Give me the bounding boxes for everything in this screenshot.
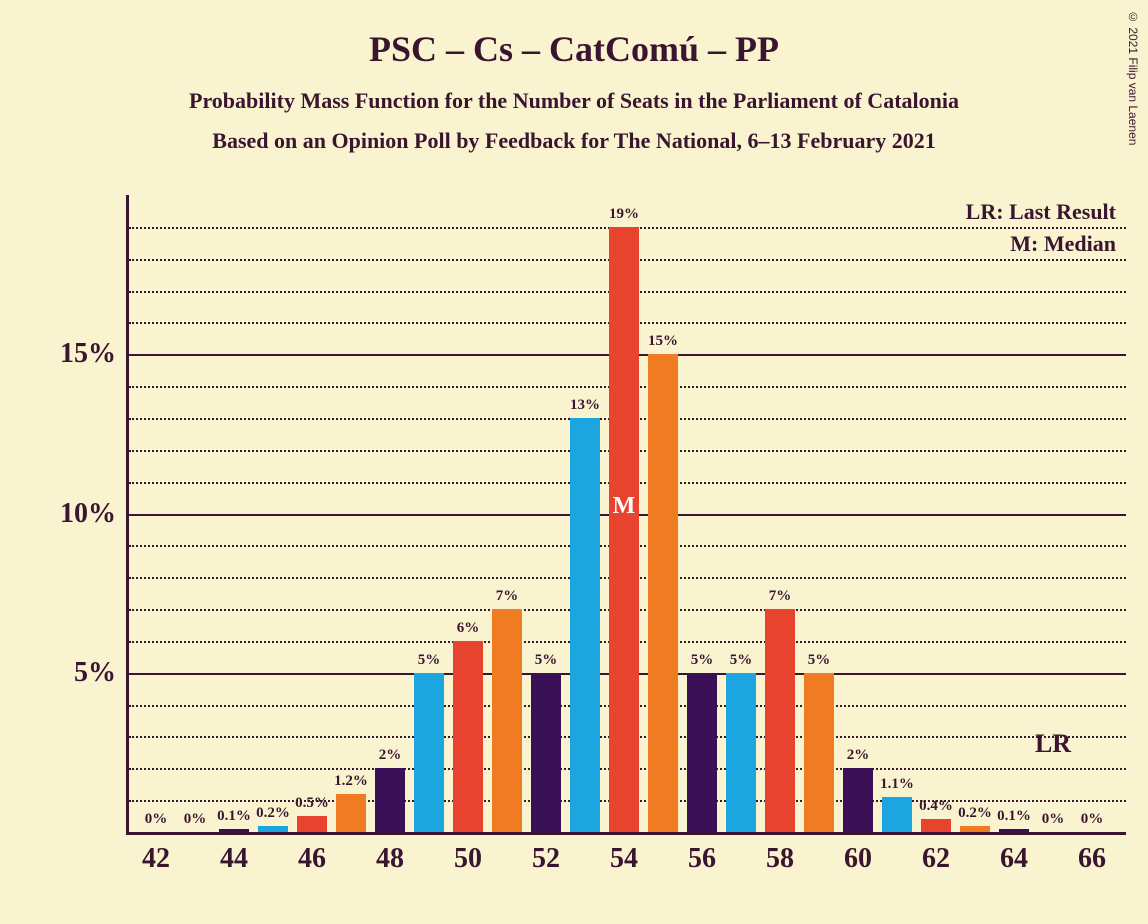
bar-value-label: 6% (457, 620, 480, 637)
bar-value-label: 0.5% (295, 795, 329, 812)
bar-value-label: 1.2% (334, 773, 368, 790)
bar-value-label: 0% (1081, 811, 1104, 828)
x-tick-label: 66 (1078, 843, 1106, 875)
legend-lr: LR: Last Result (966, 199, 1116, 225)
bar (414, 673, 444, 832)
x-tick-label: 60 (844, 843, 872, 875)
bar-value-label: 0.2% (958, 805, 992, 822)
bar-value-label: 19% (609, 206, 639, 223)
bar (804, 673, 834, 832)
bar-value-label: 2% (379, 747, 402, 764)
y-tick-label: 15% (26, 338, 116, 370)
bar-value-label: 0% (1042, 811, 1065, 828)
bar-value-label: 0.4% (919, 798, 953, 815)
bar (648, 354, 678, 832)
x-tick-label: 58 (766, 843, 794, 875)
bar (219, 829, 249, 832)
y-tick-label: 10% (26, 498, 116, 530)
x-tick-label: 56 (688, 843, 716, 875)
legend-m: M: Median (1010, 231, 1116, 257)
bar (297, 816, 327, 832)
bar-value-label: 15% (648, 333, 678, 350)
x-tick-label: 50 (454, 843, 482, 875)
x-axis-line (126, 832, 1126, 835)
bar-value-label: 5% (730, 652, 753, 669)
bar (375, 768, 405, 832)
x-tick-label: 64 (1000, 843, 1028, 875)
bar-value-label: 5% (418, 652, 441, 669)
bar-value-label: 5% (691, 652, 714, 669)
bar (570, 418, 600, 832)
bar-value-label: 5% (535, 652, 558, 669)
bar-value-label: 7% (769, 588, 792, 605)
bar-value-label: 2% (847, 747, 870, 764)
bar-value-label: 5% (808, 652, 831, 669)
bar (843, 768, 873, 832)
bar-value-label: 0.1% (217, 808, 251, 825)
chart-subtitle: Probability Mass Function for the Number… (0, 88, 1148, 114)
bar-value-label: 0% (184, 811, 207, 828)
bar (492, 609, 522, 832)
bar (921, 819, 951, 832)
x-tick-label: 44 (220, 843, 248, 875)
bar (609, 227, 639, 832)
x-tick-label: 52 (532, 843, 560, 875)
bar-value-label: 0.1% (997, 808, 1031, 825)
bar (258, 826, 288, 832)
chart-plot-area: 5%10%15%0%420%0.1%440.2%0.5%461.2%2%485%… (126, 195, 1126, 835)
plot-canvas: 5%10%15%0%420%0.1%440.2%0.5%461.2%2%485%… (126, 195, 1126, 835)
bar (999, 829, 1029, 832)
chart-subtitle-2: Based on an Opinion Poll by Feedback for… (0, 128, 1148, 154)
bar (531, 673, 561, 832)
x-tick-label: 48 (376, 843, 404, 875)
copyright-text: © 2021 Filip van Laenen (1126, 10, 1140, 145)
bar-value-label: 7% (496, 588, 519, 605)
bar (765, 609, 795, 832)
bar-value-label: 0.2% (256, 805, 290, 822)
median-marker: M (613, 493, 636, 520)
bar (882, 797, 912, 832)
x-tick-label: 62 (922, 843, 950, 875)
x-tick-label: 54 (610, 843, 638, 875)
bar-value-label: 0% (145, 811, 168, 828)
bar-value-label: 13% (570, 397, 600, 414)
x-tick-label: 46 (298, 843, 326, 875)
bar (336, 794, 366, 832)
chart-title: PSC – Cs – CatComú – PP (0, 0, 1148, 70)
bar (453, 641, 483, 832)
bar (687, 673, 717, 832)
bar (726, 673, 756, 832)
bar-value-label: 1.1% (880, 776, 914, 793)
bar (960, 826, 990, 832)
x-tick-label: 42 (142, 843, 170, 875)
lr-marker: LR (1035, 729, 1071, 759)
y-tick-label: 5% (26, 657, 116, 689)
